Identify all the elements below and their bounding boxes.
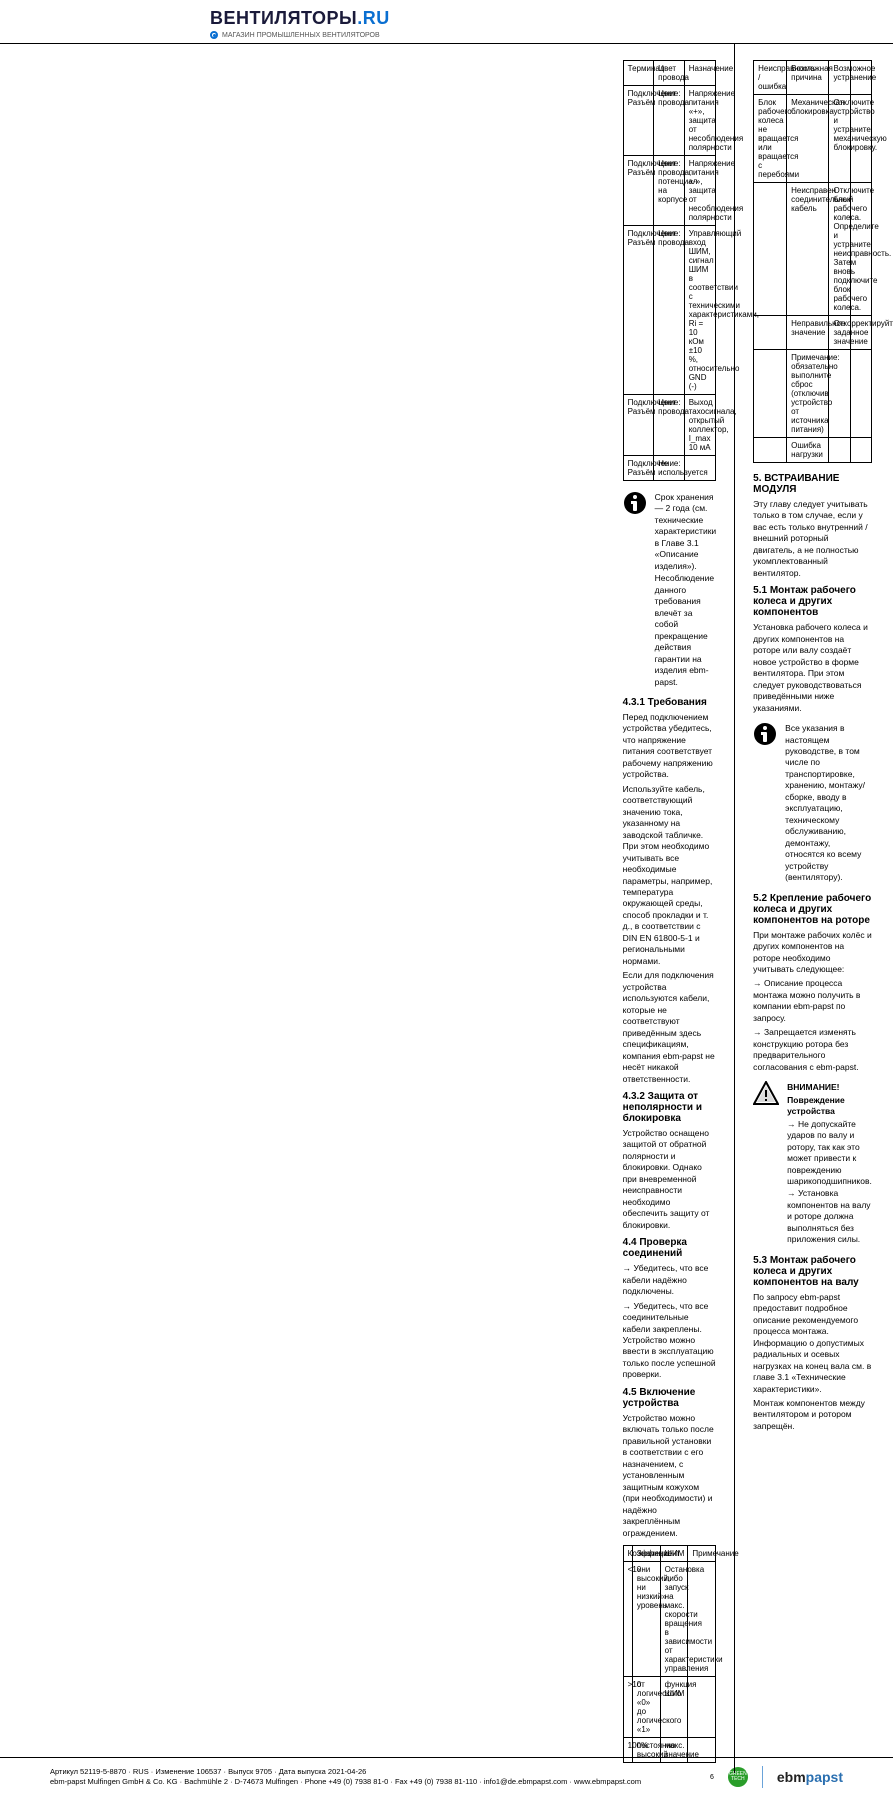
warning-icon: [753, 1081, 779, 1105]
table-row: КоэффициентЗначениеШИМПримечание: [623, 1546, 716, 1562]
table-row: Подключение: РазъёмНе используется: [623, 456, 716, 481]
heading-5: 5. ВСТРАИВАНИЕ МОДУЛЯ: [753, 473, 872, 495]
table-row: >10от логического «0» до логического «1»…: [623, 1677, 716, 1738]
bullet: Описание процесса монтажа можно получить…: [753, 978, 872, 1024]
table-row: Примечание: обязательно выполните сброс …: [754, 350, 872, 438]
para: Перед подключением устройства убедитесь,…: [623, 712, 717, 781]
table-row: 100%постоянно высокиймакс. значение: [623, 1738, 716, 1763]
warning-subtitle: Повреждение устройства: [787, 1095, 872, 1118]
heading-44: 4.4 Проверка соединений: [623, 1237, 717, 1259]
table-row: Неисправен соединительный кабельОтключит…: [754, 183, 872, 316]
warning-box: ВНИМАНИЕ! Повреждение устройства Не допу…: [753, 1081, 872, 1247]
info-icon: [753, 722, 777, 746]
para: При монтаже рабочих колёс и других компо…: [753, 930, 872, 976]
troubleshooting-table: Неисправность / ошибкаВозможная причинаВ…: [753, 60, 872, 463]
bullet: Запрещается изменять конструкцию ротора …: [753, 1027, 872, 1073]
para: Устройство оснащено защитой от обратной …: [623, 1128, 717, 1231]
header: ВЕНТИЛЯТОРЫ.RU МАГАЗИН ПРОМЫШЛЕННЫХ ВЕНТ…: [0, 0, 893, 43]
info-text: Несоблюдение данного требования влечёт з…: [655, 573, 717, 688]
warning-title: ВНИМАНИЕ!: [787, 1082, 872, 1093]
tagline-icon: [210, 31, 218, 39]
heading-431: 4.3.1 Требования: [623, 697, 717, 708]
step: Убедитесь, что все кабели надёжно подклю…: [623, 1263, 717, 1297]
para: Установка рабочего колеса и других компо…: [753, 622, 872, 714]
info-box-module: Все указания в настоящем руководстве, в …: [753, 722, 872, 885]
table-row: Подключение: РазъёмЦвет проводаВыход тах…: [623, 395, 716, 456]
table-row: Подключение: РазъёмЦвет проводаУправляющ…: [623, 226, 716, 395]
para: По запросу ebm-papst предоставит подробн…: [753, 1292, 872, 1395]
para: Эту главу следует учитывать только в том…: [753, 499, 872, 579]
table-row: ТерминалЦвет проводаНазначение: [623, 61, 716, 86]
heading-45: 4.5 Включение устройства: [623, 1387, 717, 1409]
warning-text: Установка компонентов на валу и роторе д…: [787, 1188, 872, 1245]
table-row: Подключение: РазъёмЦвет проводаНапряжени…: [623, 86, 716, 156]
pwm-table: КоэффициентЗначениеШИМПримечание <10«ни …: [623, 1545, 717, 1763]
para: Если для подключения устройства использу…: [623, 970, 717, 1085]
table-row: Подключение: РазъёмЦвет провода, потенци…: [623, 156, 716, 226]
heading-432: 4.3.2 Защита от неполярности и блокировк…: [623, 1091, 717, 1124]
info-text: Все указания в настоящем руководстве, в …: [785, 723, 872, 884]
left-column: ТерминалЦвет проводаНазначение Подключен…: [623, 44, 736, 1773]
table-row: Блок рабочего колеса не вращается или вр…: [754, 95, 872, 183]
tagline: МАГАЗИН ПРОМЫШЛЕННЫХ ВЕНТИЛЯТОРОВ: [210, 31, 893, 39]
para: Используйте кабель, соответствующий знач…: [623, 784, 717, 968]
table-row: Неисправность / ошибкаВозможная причинаВ…: [754, 61, 872, 95]
terminal-table: ТерминалЦвет проводаНазначение Подключен…: [623, 60, 717, 481]
table-row: Ошибка нагрузки: [754, 438, 872, 463]
page-number: 6: [710, 1774, 714, 1781]
logo: ВЕНТИЛЯТОРЫ.RU: [210, 8, 893, 29]
para: Устройство можно включать только после п…: [623, 1413, 717, 1539]
info-icon: [623, 491, 647, 515]
heading-53: 5.3 Монтаж рабочего колеса и других комп…: [753, 1255, 872, 1288]
info-box-storage: Срок хранения — 2 года (см. технические …: [623, 491, 717, 689]
footer-left: Артикул 52119-5-8870 · RUS · Изменение 1…: [50, 1767, 641, 1787]
table-row: <10«ни высокий, ни низкий» уровеньОстано…: [623, 1562, 716, 1677]
step: Убедитесь, что все соединительные кабели…: [623, 1301, 717, 1381]
info-text: Срок хранения — 2 года (см. технические …: [655, 492, 717, 572]
heading-52: 5.2 Крепление рабочего колеса и других к…: [753, 893, 872, 926]
warning-text: Не допускайте ударов по валу и ротору, т…: [787, 1119, 872, 1188]
para: Монтаж компонентов между вентилятором и …: [753, 1398, 872, 1432]
table-row: Неправильное значениеОткорректируйте зад…: [754, 316, 872, 350]
right-column: Неисправность / ошибкаВозможная причинаВ…: [735, 44, 872, 1773]
heading-51: 5.1 Монтаж рабочего колеса и других комп…: [753, 585, 872, 618]
